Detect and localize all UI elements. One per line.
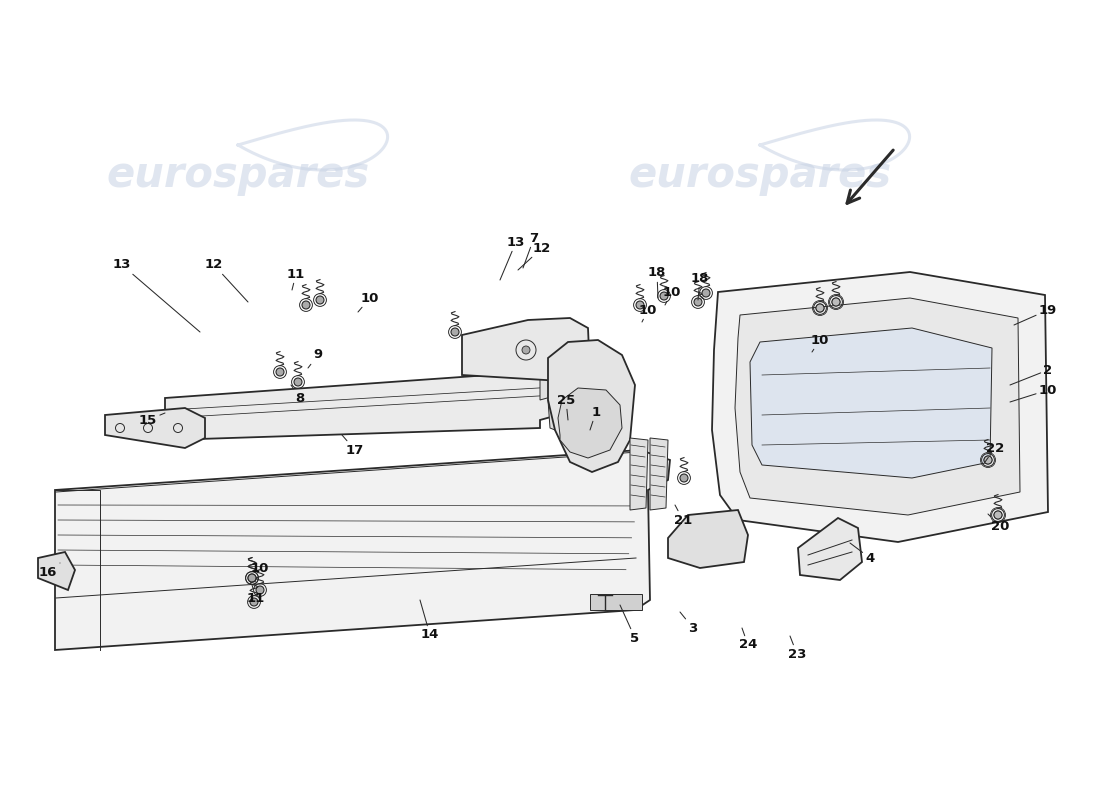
Circle shape (660, 292, 668, 300)
Text: 7: 7 (522, 231, 539, 268)
Text: 4: 4 (850, 543, 875, 565)
Circle shape (522, 346, 530, 354)
Text: 13: 13 (500, 235, 525, 280)
Text: 13: 13 (113, 258, 200, 332)
Polygon shape (104, 408, 205, 448)
Circle shape (248, 574, 256, 582)
Circle shape (816, 304, 824, 312)
Circle shape (832, 298, 840, 306)
Text: 18: 18 (648, 266, 667, 298)
Circle shape (984, 456, 992, 464)
Circle shape (316, 296, 324, 304)
Polygon shape (630, 438, 648, 510)
Polygon shape (750, 328, 992, 478)
Polygon shape (462, 318, 590, 382)
Polygon shape (558, 388, 622, 458)
Circle shape (451, 328, 459, 336)
Text: 22: 22 (984, 442, 1004, 462)
Text: 12: 12 (518, 242, 551, 270)
Text: 3: 3 (680, 612, 697, 634)
Text: 10: 10 (1010, 383, 1057, 402)
Polygon shape (650, 438, 668, 510)
Text: 10: 10 (251, 562, 270, 582)
Circle shape (256, 586, 264, 594)
Text: 10: 10 (639, 303, 657, 322)
Polygon shape (798, 518, 862, 580)
Text: eurospares: eurospares (628, 154, 892, 196)
Text: 11: 11 (246, 585, 265, 605)
Polygon shape (548, 390, 570, 432)
Polygon shape (735, 298, 1020, 515)
Text: 10: 10 (663, 286, 681, 305)
Circle shape (250, 598, 258, 606)
Polygon shape (55, 450, 670, 650)
Circle shape (994, 511, 1002, 519)
Circle shape (702, 289, 710, 297)
Polygon shape (165, 370, 580, 440)
Bar (590, 594, 642, 610)
Circle shape (294, 378, 302, 386)
Polygon shape (668, 510, 748, 568)
Polygon shape (540, 358, 582, 400)
Text: 11: 11 (287, 267, 305, 290)
Text: 5: 5 (620, 605, 639, 645)
Polygon shape (712, 272, 1048, 542)
Polygon shape (39, 552, 75, 590)
Polygon shape (548, 340, 635, 472)
Text: 18: 18 (691, 271, 710, 300)
Circle shape (680, 474, 688, 482)
Text: 14: 14 (420, 600, 439, 642)
Text: 20: 20 (988, 514, 1009, 533)
Circle shape (276, 368, 284, 376)
Text: 19: 19 (1014, 303, 1057, 325)
Text: 10: 10 (811, 334, 829, 352)
Text: 12: 12 (205, 258, 248, 302)
Text: 16: 16 (39, 563, 60, 578)
Circle shape (248, 574, 256, 582)
Text: 2: 2 (1010, 363, 1053, 385)
Circle shape (636, 301, 644, 309)
Text: eurospares: eurospares (107, 154, 370, 196)
Circle shape (816, 304, 824, 312)
Circle shape (694, 298, 702, 306)
Text: 9: 9 (308, 349, 322, 368)
Text: 24: 24 (739, 628, 757, 651)
Circle shape (994, 511, 1002, 519)
Text: 8: 8 (292, 385, 305, 405)
Text: 21: 21 (674, 505, 692, 526)
Circle shape (984, 456, 992, 464)
Circle shape (302, 301, 310, 309)
Text: 10: 10 (358, 291, 379, 312)
Text: 15: 15 (139, 413, 165, 426)
Text: 1: 1 (590, 406, 601, 430)
Text: 23: 23 (788, 636, 806, 661)
Circle shape (832, 298, 840, 306)
Text: 25: 25 (557, 394, 575, 420)
Text: 17: 17 (342, 435, 364, 457)
